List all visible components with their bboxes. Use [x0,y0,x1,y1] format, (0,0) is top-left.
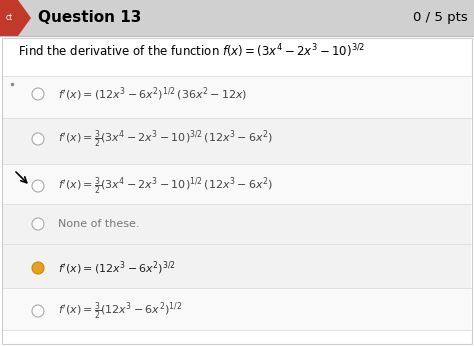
Bar [3,164,471,204]
Text: $f'(x) = (12x^3 - 6x^2)^{3/2}$: $f'(x) = (12x^3 - 6x^2)^{3/2}$ [58,259,176,277]
Text: Find the derivative of the function $f(x) = (3x^4 - 2x^3 - 10)^{3/2}$: Find the derivative of the function $f(x… [18,42,365,60]
Text: $f'(x) = \frac{3}{2}(3x^4 - 2x^3 - 10)^{1/2}\,(12x^3 - 6x^2)$: $f'(x) = \frac{3}{2}(3x^4 - 2x^3 - 10)^{… [58,175,273,197]
Bar [3,118,471,164]
Circle shape [32,305,44,317]
Bar [0,36,474,346]
Bar [0,0,474,36]
Circle shape [32,180,44,192]
Text: ct: ct [5,13,13,22]
Bar [0,0,18,36]
Bar [3,76,471,118]
Circle shape [32,133,44,145]
Bar [3,204,471,244]
Circle shape [32,88,44,100]
Text: $f'(x) = \frac{3}{2}(3x^4 - 2x^3 - 10)^{3/2}\,(12x^3 - 6x^2)$: $f'(x) = \frac{3}{2}(3x^4 - 2x^3 - 10)^{… [58,128,273,150]
Polygon shape [18,0,31,36]
Text: Question 13: Question 13 [38,10,141,26]
Bar [2,38,472,344]
Text: $f'(x) = \frac{3}{2}(12x^3 - 6x^2)^{1/2}$: $f'(x) = \frac{3}{2}(12x^3 - 6x^2)^{1/2}… [58,300,182,322]
Circle shape [32,218,44,230]
Bar [3,288,471,330]
Circle shape [32,262,44,274]
Bar [3,244,471,288]
Text: 0 / 5 pts: 0 / 5 pts [413,11,468,25]
Text: None of these.: None of these. [58,219,139,229]
Text: $f'(x) = (12x^3 - 6x^2)^{1/2}\,(36x^2 - 12x)$: $f'(x) = (12x^3 - 6x^2)^{1/2}\,(36x^2 - … [58,85,247,103]
